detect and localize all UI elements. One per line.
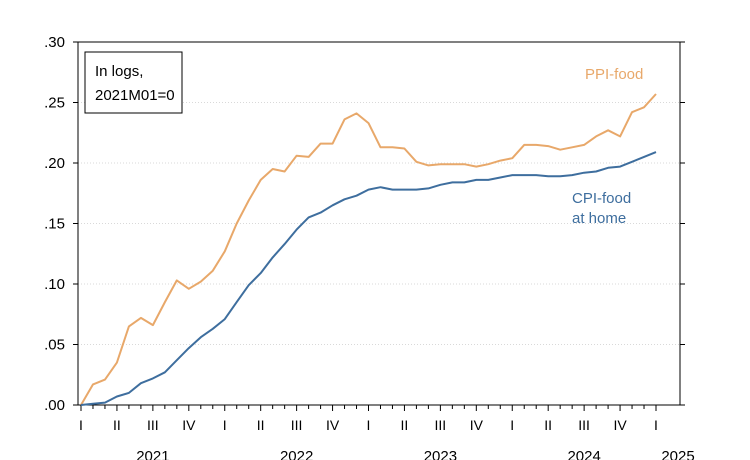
quarter-label: I	[79, 417, 83, 433]
series-label: PPI-food	[585, 66, 643, 83]
year-label: 2024	[567, 448, 600, 460]
y-tick-label: .20	[44, 155, 65, 172]
annotation-line-2: 2021M01=0	[95, 87, 175, 104]
y-tick-label: .15	[44, 216, 65, 233]
annotation-line-1: In logs,	[95, 63, 143, 80]
year-label: 2023	[424, 448, 457, 460]
gridlines	[78, 102, 680, 345]
quarter-label: II	[257, 417, 265, 433]
annotation-frame	[84, 51, 183, 114]
series-line-ppi-food	[80, 93, 657, 406]
series-labels: PPI-food CPI-food at home	[572, 66, 643, 227]
quarter-label: II	[544, 417, 552, 433]
y-tick-label: .30	[44, 34, 65, 51]
quarter-label: I	[654, 417, 658, 433]
quarter-label: IV	[613, 417, 627, 433]
year-label: 2022	[280, 448, 313, 460]
series-label: at home	[572, 210, 626, 227]
quarter-label: I	[510, 417, 514, 433]
year-label: 2025	[661, 448, 694, 460]
y-tick-label: .00	[44, 397, 65, 414]
quarter-label: III	[147, 417, 159, 433]
series-lines	[80, 93, 657, 406]
quarter-label: III	[578, 417, 590, 433]
year-label: 2021	[136, 448, 169, 460]
quarter-label: I	[367, 417, 371, 433]
quarter-label: IV	[470, 417, 484, 433]
quarter-label: II	[113, 417, 121, 433]
quarter-label: III	[435, 417, 447, 433]
y-axis: .00 .05 .10 .15 .20 .25 .30	[44, 34, 685, 414]
quarter-label: IV	[182, 417, 196, 433]
y-tick-label: .25	[44, 95, 65, 112]
y-tick-label: .10	[44, 276, 65, 293]
series-label: CPI-food	[572, 190, 631, 207]
quarter-label: I	[223, 417, 227, 433]
quarter-label: IV	[326, 417, 340, 433]
y-tick-label: .05	[44, 337, 65, 354]
annotation-box: In logs, 2021M01=0	[84, 51, 183, 114]
quarter-label: III	[291, 417, 303, 433]
series-line-cpi-food-at-home	[80, 151, 657, 406]
quarter-label: II	[401, 417, 409, 433]
